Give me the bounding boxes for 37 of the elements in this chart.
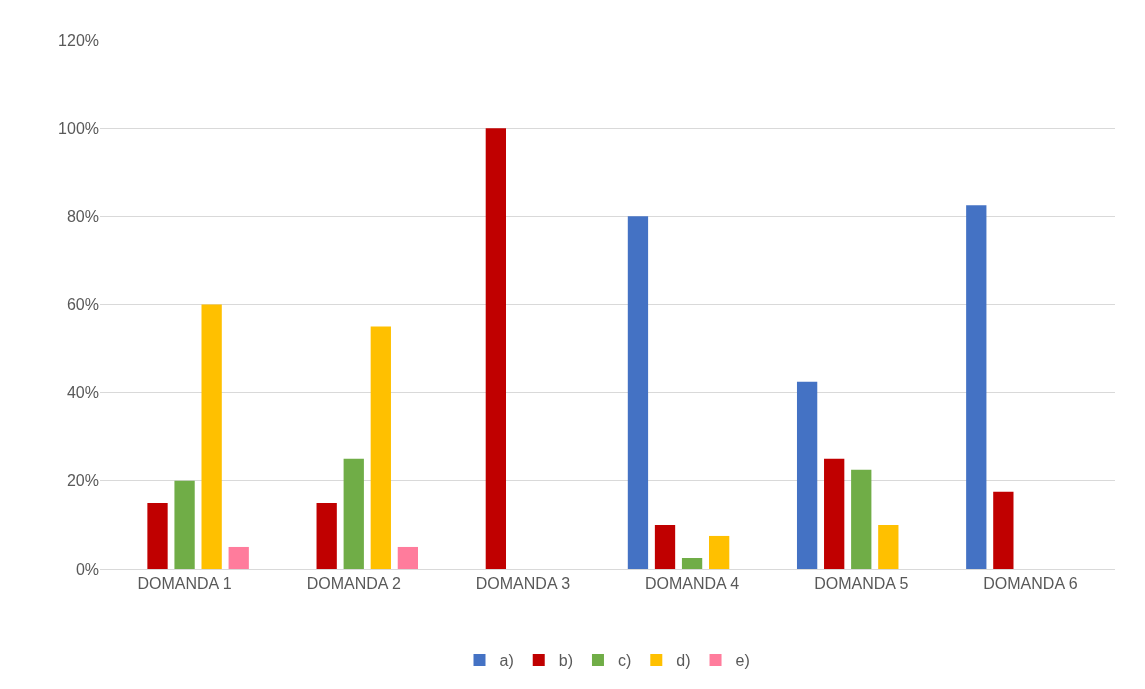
bar	[796, 381, 818, 569]
y-tick-label: 80%	[66, 207, 99, 225]
bar	[316, 502, 337, 569]
legend-label: a)	[499, 652, 514, 670]
bar	[824, 458, 845, 569]
bar	[627, 216, 649, 569]
y-tick-label: 60%	[66, 296, 99, 314]
y-tick-label: 100%	[58, 119, 99, 137]
bar	[654, 524, 676, 569]
bar	[201, 304, 222, 569]
bar	[228, 546, 249, 569]
bar	[174, 480, 195, 569]
legend-label: e)	[735, 652, 750, 670]
legend-label: d)	[676, 652, 691, 670]
y-tick-label: 120%	[58, 31, 99, 49]
bar	[966, 205, 987, 569]
x-tick-label: DOMANDA 5	[814, 575, 909, 593]
bar	[878, 524, 899, 569]
legend-label: b)	[558, 652, 573, 670]
x-tick-label: DOMANDA 6	[983, 575, 1078, 593]
x-tick-label: DOMANDA 4	[644, 575, 740, 593]
y-tick-label: 20%	[66, 472, 99, 490]
bar	[993, 491, 1014, 569]
bar	[343, 458, 364, 569]
bar	[147, 502, 168, 569]
bar	[370, 326, 391, 569]
legend-label: c)	[617, 652, 632, 670]
bar	[397, 546, 419, 569]
bar	[709, 535, 730, 569]
y-tick-label: 0%	[75, 560, 99, 578]
x-tick-label: DOMANDA 3	[475, 575, 571, 593]
bar	[485, 128, 506, 569]
y-tick-label: 40%	[66, 384, 99, 402]
bar	[681, 557, 703, 569]
bar	[851, 469, 872, 569]
x-tick-label: DOMANDA 1	[137, 575, 232, 593]
x-tick-label: DOMANDA 2	[306, 575, 401, 593]
